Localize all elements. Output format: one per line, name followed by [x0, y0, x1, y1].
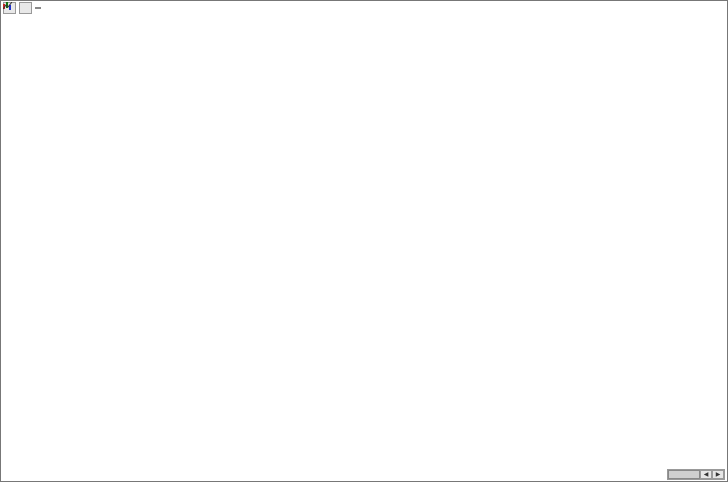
- line-chart-icon: [3, 2, 12, 10]
- scrollbar-thumb[interactable]: [668, 470, 700, 479]
- scroll-right-button[interactable]: ▶: [712, 470, 724, 479]
- candlestick-chart-icon: [3, 2, 11, 10]
- interval-selector[interactable]: [35, 7, 41, 9]
- scroll-left-button[interactable]: ◀: [700, 470, 712, 479]
- line-chart-button[interactable]: [3, 2, 32, 14]
- horizontal-scrollbar[interactable]: ◀ ▶: [667, 469, 725, 480]
- top-toolbar: [3, 2, 54, 14]
